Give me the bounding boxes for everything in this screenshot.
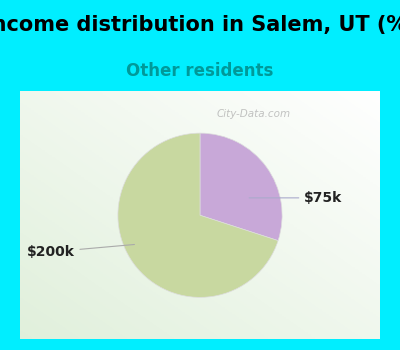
Text: City-Data.com: City-Data.com — [216, 109, 290, 119]
Wedge shape — [118, 133, 278, 298]
Text: $200k: $200k — [26, 245, 134, 259]
Text: Income distribution in Salem, UT (%): Income distribution in Salem, UT (%) — [0, 15, 400, 35]
Text: $75k: $75k — [249, 191, 342, 205]
Text: Other residents: Other residents — [126, 62, 274, 80]
Wedge shape — [200, 133, 282, 240]
